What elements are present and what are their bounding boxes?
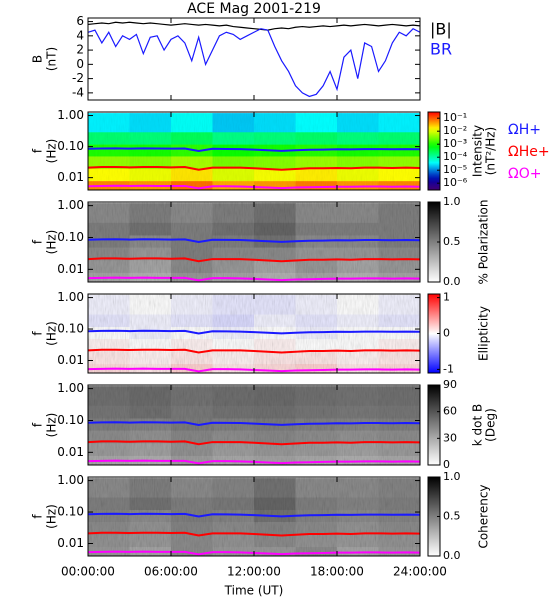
colorbar-tick-label: 0.0 bbox=[443, 549, 461, 562]
colorbar-tick-label: 0.0 bbox=[443, 275, 461, 288]
y-tick-label: 0.01 bbox=[57, 353, 84, 367]
legend-label: BR bbox=[430, 40, 452, 59]
y-tick-label: 4 bbox=[76, 28, 84, 42]
texture bbox=[88, 294, 420, 373]
legend-label: ΩH+ bbox=[508, 122, 541, 138]
gyrofrequency-line bbox=[87, 238, 421, 244]
gyrofrequency-line bbox=[87, 421, 421, 427]
y-axis-label: (Hz) bbox=[45, 504, 59, 529]
colorbar-tick-label: 10⁻⁵ bbox=[443, 163, 467, 176]
colorbar-tick-label: -1 bbox=[443, 362, 454, 375]
colorbar-tick-label: 0.5 bbox=[443, 510, 461, 523]
y-tick-label: 0.01 bbox=[57, 536, 84, 550]
colorbar-label: Ellipticity bbox=[477, 306, 491, 361]
colorbar-label: Coherency bbox=[477, 484, 491, 548]
colorbar-label: Intensity bbox=[471, 125, 485, 177]
y-axis-label: (Hz) bbox=[45, 321, 59, 346]
y-axis-label: B bbox=[31, 55, 45, 63]
y-axis-label: (Hz) bbox=[45, 139, 59, 164]
y-tick-label: 0.01 bbox=[57, 262, 84, 276]
y-tick-label: 2 bbox=[76, 43, 84, 57]
y-axis-label: (Hz) bbox=[45, 413, 59, 438]
y-tick-label: 0.10 bbox=[57, 230, 84, 244]
gyrofrequency-line bbox=[87, 440, 421, 446]
colorbar-label: (Deg) bbox=[484, 408, 498, 442]
y-axis-label: f bbox=[31, 239, 45, 244]
y-axis-label: (Hz) bbox=[45, 230, 59, 255]
data-line bbox=[87, 21, 421, 31]
y-tick-label: 1.00 bbox=[57, 198, 84, 212]
x-tick-label: 12:00:00 bbox=[227, 565, 281, 579]
y-tick-label: 0.10 bbox=[57, 322, 84, 336]
y-tick-label: 1.00 bbox=[57, 290, 84, 304]
gyrofrequency-line bbox=[87, 329, 421, 335]
y-tick-label: -4 bbox=[72, 85, 84, 99]
y-tick-label: -2 bbox=[72, 71, 84, 85]
gyrofrequency-line bbox=[87, 147, 421, 153]
colorbar-tick-label: 10⁻⁴ bbox=[443, 150, 468, 163]
texture bbox=[88, 477, 420, 556]
colorbar-tick-label: 0 bbox=[443, 458, 450, 471]
chart-title: ACE Mag 2001-219 bbox=[187, 1, 321, 17]
colorbar-label: % Polarization bbox=[477, 200, 491, 285]
gyrofrequency-line bbox=[87, 166, 421, 171]
colorbar-tick-label: 10⁻³ bbox=[443, 137, 467, 150]
x-tick-label: 24:00:00 bbox=[393, 565, 447, 579]
colorbar-label: k dot B bbox=[471, 404, 485, 446]
x-tick-label: 00:00:00 bbox=[61, 565, 115, 579]
colorbar-tick-label: 10⁻¹ bbox=[443, 111, 467, 124]
legend-label: ΩHe+ bbox=[508, 144, 550, 160]
y-tick-label: 0.10 bbox=[57, 413, 84, 427]
colorbar-tick-label: 1.0 bbox=[443, 195, 461, 208]
x-axis-label: Time (UT) bbox=[224, 584, 284, 598]
y-tick-label: 0.01 bbox=[57, 445, 84, 459]
y-axis-label: f bbox=[31, 514, 45, 519]
data-line bbox=[87, 27, 421, 98]
gyrofrequency-line bbox=[87, 512, 421, 518]
colorbar-tick-label: 10⁻² bbox=[443, 124, 467, 137]
legend-label: |B| bbox=[430, 20, 452, 39]
colorbar-tick-label: 1 bbox=[443, 291, 450, 304]
colorbar-tick-label: 60 bbox=[443, 405, 457, 418]
colorbar-tick-label: 1.0 bbox=[443, 470, 461, 483]
y-axis-label: f bbox=[31, 331, 45, 336]
texture bbox=[88, 202, 420, 282]
y-axis-label: (nT) bbox=[45, 47, 59, 71]
colorbar-tick-label: 10⁻⁶ bbox=[443, 176, 468, 189]
y-tick-label: 1.00 bbox=[57, 108, 84, 122]
y-tick-label: 0.01 bbox=[57, 170, 84, 184]
colorbar-tick-label: 0.5 bbox=[443, 235, 461, 248]
colorbar bbox=[427, 111, 441, 191]
gyrofrequency-line bbox=[87, 531, 421, 537]
gyrofrequency-line bbox=[87, 257, 421, 263]
texture bbox=[88, 385, 420, 465]
colorbar-tick-label: 90 bbox=[443, 378, 457, 391]
y-tick-label: 0.10 bbox=[57, 139, 84, 153]
y-tick-label: 6 bbox=[76, 14, 84, 28]
colorbar bbox=[427, 384, 441, 466]
y-tick-label: 0 bbox=[76, 57, 84, 71]
colorbar-tick-label: 0 bbox=[443, 327, 450, 340]
y-tick-label: 1.00 bbox=[57, 381, 84, 395]
y-axis-label: f bbox=[31, 148, 45, 153]
y-tick-label: 0.10 bbox=[57, 505, 84, 519]
gyrofrequency-line bbox=[87, 348, 421, 354]
texture bbox=[88, 112, 420, 190]
axes-frame bbox=[87, 17, 421, 101]
y-tick-label: 1.00 bbox=[57, 473, 84, 487]
x-tick-label: 18:00:00 bbox=[310, 565, 364, 579]
x-tick-label: 06:00:00 bbox=[144, 565, 198, 579]
y-axis-label: f bbox=[31, 422, 45, 427]
colorbar-tick-label: 30 bbox=[443, 431, 457, 444]
legend-label: ΩO+ bbox=[508, 166, 541, 182]
colorbar-label: (nT²/Hz) bbox=[484, 127, 498, 175]
